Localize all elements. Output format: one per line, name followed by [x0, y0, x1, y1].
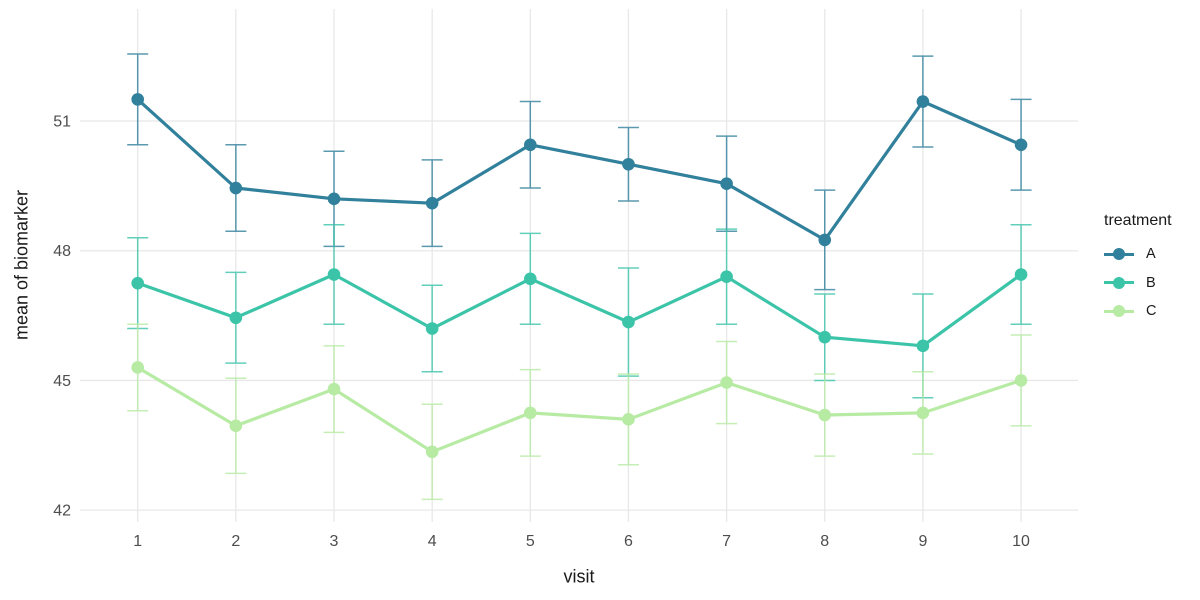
point-C-7 — [720, 376, 733, 389]
point-C-1 — [131, 361, 144, 374]
point-B-4 — [425, 322, 439, 335]
point-C-2 — [229, 419, 243, 433]
x-tick-label-1: 1 — [133, 533, 142, 550]
legend-key-icon — [1104, 246, 1134, 262]
x-tick-label-5: 5 — [526, 533, 535, 550]
point-B-2 — [229, 311, 243, 325]
x-tick-label-2: 2 — [231, 533, 240, 550]
series-line-B — [136, 272, 1023, 348]
legend-key-dot — [1113, 305, 1125, 318]
legend-item-A: A — [1104, 240, 1172, 269]
point-B-10 — [1014, 268, 1028, 281]
point-A-8 — [818, 233, 832, 247]
point-B-6 — [622, 315, 635, 329]
point-A-2 — [229, 181, 243, 195]
point-A-7 — [720, 177, 733, 190]
x-tick-label-4: 4 — [428, 533, 437, 550]
legend-key-icon — [1104, 303, 1134, 319]
legend-item-label: C — [1146, 303, 1157, 320]
point-C-4 — [425, 445, 439, 459]
point-A-4 — [425, 196, 439, 210]
legend-key-dot — [1113, 248, 1125, 261]
point-B-8 — [818, 330, 832, 344]
point-C-8 — [818, 408, 832, 422]
x-tick-label-8: 8 — [820, 533, 829, 550]
y-tick-label-48: 48 — [53, 243, 71, 260]
series-line-C — [136, 365, 1023, 454]
point-A-3 — [327, 192, 341, 206]
x-tick-label-10: 10 — [1012, 533, 1030, 550]
legend-item-label: A — [1146, 246, 1156, 263]
x-axis-title: visit — [563, 566, 595, 587]
legend-item-C: C — [1104, 297, 1172, 326]
y-tick-label-51: 51 — [53, 114, 71, 131]
point-C-3 — [327, 382, 341, 396]
legend-title: treatment — [1104, 212, 1172, 229]
x-tick-label-9: 9 — [918, 533, 927, 550]
point-A-5 — [524, 138, 537, 152]
y-tick-label-42: 42 — [53, 503, 71, 520]
point-A-9 — [916, 95, 930, 108]
point-B-3 — [327, 268, 341, 281]
point-B-9 — [916, 339, 930, 353]
y-axis-title: mean of biomarker — [11, 189, 32, 341]
x-tick-label-6: 6 — [624, 533, 633, 550]
x-tick-label-7: 7 — [722, 533, 731, 550]
point-B-7 — [720, 270, 733, 283]
legend-key-dot — [1113, 276, 1125, 289]
point-A-1 — [131, 93, 144, 106]
legend-item-label: B — [1146, 274, 1156, 291]
legend-item-B: B — [1104, 269, 1172, 298]
point-C-9 — [916, 406, 930, 420]
point-C-10 — [1014, 374, 1028, 387]
point-B-5 — [524, 272, 537, 286]
point-A-6 — [622, 157, 635, 171]
series-line-A — [136, 97, 1023, 242]
point-C-5 — [524, 406, 537, 420]
x-tick-label-3: 3 — [330, 533, 339, 550]
point-C-6 — [622, 413, 635, 426]
y-tick-label-45: 45 — [53, 373, 71, 390]
point-A-10 — [1014, 138, 1028, 152]
point-B-1 — [131, 276, 144, 290]
legend-key-icon — [1104, 275, 1134, 291]
